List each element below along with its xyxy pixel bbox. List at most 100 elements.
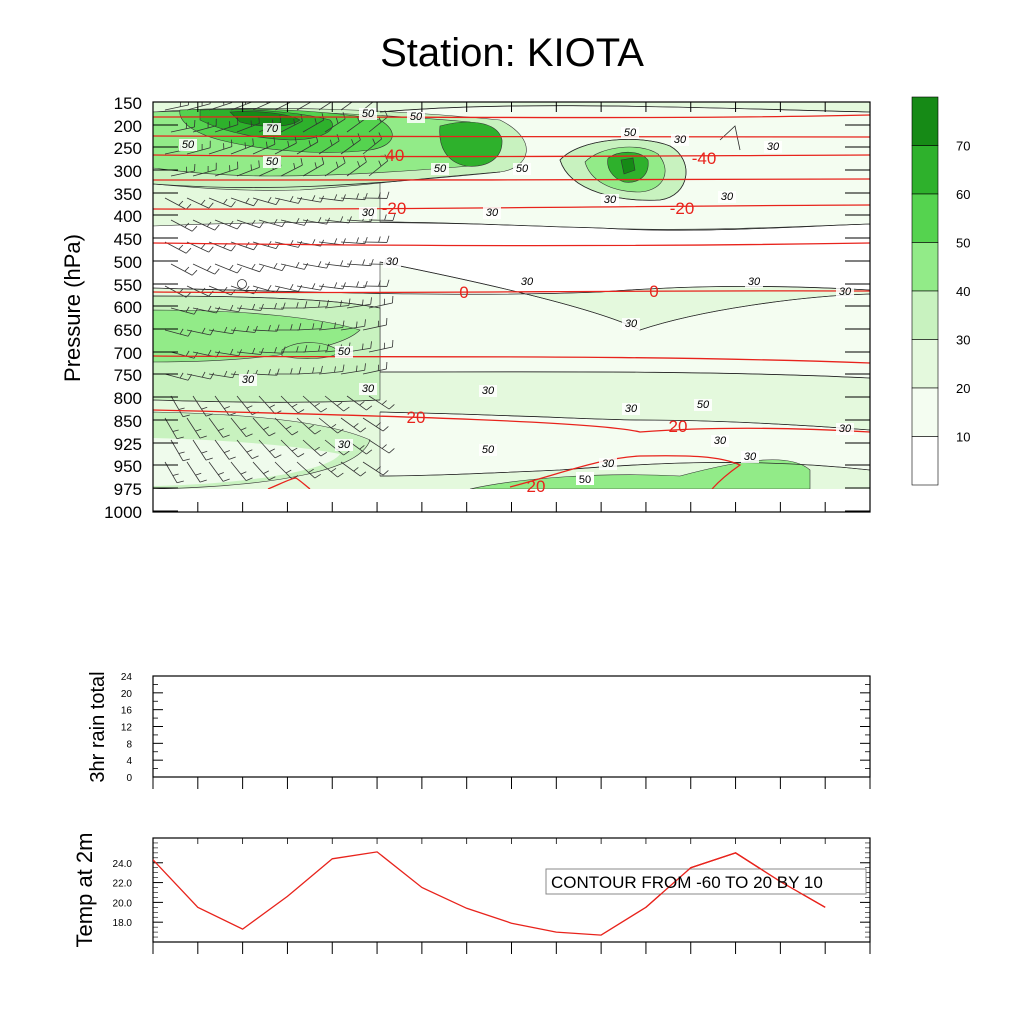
colorbar-swatch xyxy=(912,243,938,292)
colorbar-swatch xyxy=(912,146,938,195)
temperature-contour-label: 20 xyxy=(669,417,688,436)
rain-tick-label: 8 xyxy=(126,739,132,750)
colorbar: 70 60 50 40 30 20 10 xyxy=(912,97,970,485)
calm-wind-marker xyxy=(238,280,247,289)
temperature-contour-label: 20 xyxy=(407,408,426,427)
humidity-contour-label: 50 xyxy=(579,474,591,486)
humidity-contour-label: 30 xyxy=(242,374,255,386)
colorbar-swatch xyxy=(912,291,938,340)
temperature-contour-label: -20 xyxy=(670,199,695,218)
pressure-tick-label: 750 xyxy=(114,366,142,385)
temperature-tick-label: 18.0 xyxy=(113,918,133,929)
colorbar-label: 10 xyxy=(956,430,970,445)
humidity-contour-label: 30 xyxy=(521,276,534,288)
pressure-tick-label: 150 xyxy=(114,94,142,113)
rain-tick-label: 24 xyxy=(121,672,133,683)
humidity-contour-label: 30 xyxy=(604,194,617,206)
humidity-contour-label: 30 xyxy=(625,318,638,330)
humidity-contour-label: 30 xyxy=(744,451,757,463)
colorbar-label: 60 xyxy=(956,187,970,202)
humidity-contour-label: 30 xyxy=(386,256,399,268)
temperature-tick-label: 22.0 xyxy=(113,879,133,890)
colorbar-swatch xyxy=(912,340,938,389)
pressure-tick-label: 350 xyxy=(114,185,142,204)
pressure-tick-label: 850 xyxy=(114,412,142,431)
humidity-contour-label: 70 xyxy=(266,123,279,135)
humidity-contour-label: 30 xyxy=(602,458,615,470)
pressure-tick-label: 1000 xyxy=(104,503,142,522)
rain-tick-label: 12 xyxy=(121,723,133,734)
pressure-tick-label: 950 xyxy=(114,457,142,476)
humidity-contour-label: 50 xyxy=(624,127,637,139)
humidity-contour-label: 30 xyxy=(486,207,499,219)
humidity-contour-label: 50 xyxy=(182,139,195,151)
pressure-tick-label: 925 xyxy=(114,435,142,454)
temperature-panel: 24.0 22.0 20.0 18.0 CONTOUR FROM -60 TO 20 … xyxy=(72,833,870,954)
colorbar-swatch xyxy=(912,97,938,146)
humidity-contour-label: 30 xyxy=(362,207,375,219)
rain-tick-label: 20 xyxy=(121,689,133,700)
rain-axis-label: 3hr rain total xyxy=(87,671,109,782)
pressure-tick-label: 600 xyxy=(114,298,142,317)
rain-axis: 24 20 16 12 8 4 0 xyxy=(121,672,870,789)
rain-tick-label: 16 xyxy=(121,706,133,717)
humidity-contour-label: 30 xyxy=(748,276,761,288)
annotation-text: CONTOUR FROM -60 TO 20 BY 10 xyxy=(551,873,823,892)
humidity-contour-label: 30 xyxy=(839,423,852,435)
humidity-contour-label: 30 xyxy=(839,286,852,298)
colorbar-swatch xyxy=(912,388,938,437)
pressure-tick-label: 400 xyxy=(114,207,142,226)
humidity-contour-label: 50 xyxy=(482,444,495,456)
pressure-tick-label: 650 xyxy=(114,321,142,340)
humidity-contour-label: 30 xyxy=(362,383,375,395)
humidity-contour-label: 30 xyxy=(482,385,495,397)
temperature-contour-label: 20 xyxy=(527,477,546,496)
pressure-tick-label: 500 xyxy=(114,253,142,272)
humidity-contour-label: 30 xyxy=(625,403,638,415)
colorbar-swatch xyxy=(912,437,938,486)
pressure-tick-label: 200 xyxy=(114,117,142,136)
temperature-contour-label: -40 xyxy=(692,149,717,168)
temperature-contour-label: -40 xyxy=(380,146,405,165)
temperature-contour-label: -20 xyxy=(382,199,407,218)
pressure-tick-label: 700 xyxy=(114,344,142,363)
humidity-contour-label: 50 xyxy=(266,156,279,168)
colorbar-label: 40 xyxy=(956,284,970,299)
pressure-tick-label: 975 xyxy=(114,480,142,499)
colorbar-label: 50 xyxy=(956,236,970,251)
colorbar-label: 70 xyxy=(956,139,970,154)
humidity-contour-label: 30 xyxy=(338,439,351,451)
humidity-contour-label: 30 xyxy=(721,191,734,203)
rain-panel: 24 20 16 12 8 4 0 3hr rain total xyxy=(87,671,870,789)
colorbar-swatch xyxy=(912,194,938,243)
rain-tick-label: 0 xyxy=(126,773,132,784)
humidity-contour-label: 30 xyxy=(714,435,727,447)
pressure-tick-label: 800 xyxy=(114,389,142,408)
rain-frame xyxy=(153,676,870,777)
colorbar-label: 20 xyxy=(956,381,970,396)
humidity-contour-label: 50 xyxy=(410,111,423,123)
pressure-tick-label: 450 xyxy=(114,230,142,249)
humidity-contour-label: 30 xyxy=(674,134,687,146)
humidity-contour-label: 50 xyxy=(338,346,351,358)
humidity-contour-label: 50 xyxy=(434,163,447,175)
temperature-axis: 24.0 22.0 20.0 18.0 xyxy=(113,838,870,954)
humidity-fill xyxy=(153,102,870,489)
humidity-contour-label: 50 xyxy=(362,108,375,120)
temperature-contour-label: 0 xyxy=(459,283,468,302)
chart-title: Station: KIOTA xyxy=(380,31,644,75)
humidity-contour-label: 50 xyxy=(516,163,529,175)
rain-tick-label: 4 xyxy=(126,756,132,767)
pressure-tick-label: 550 xyxy=(114,276,142,295)
pressure-axis-label: Pressure (hPa) xyxy=(60,234,85,382)
pressure-tick-label: 300 xyxy=(114,162,142,181)
humidity-contour-label: 50 xyxy=(697,399,710,411)
colorbar-label: 30 xyxy=(956,333,970,348)
pressure-tick-label: 250 xyxy=(114,139,142,158)
temperature-axis-label: Temp at 2m xyxy=(72,833,97,948)
temperature-contour-label: 0 xyxy=(649,282,658,301)
temperature-tick-label: 20.0 xyxy=(113,898,133,909)
humidity-contour-label: 30 xyxy=(767,141,780,153)
temperature-tick-label: 24.0 xyxy=(113,859,133,870)
